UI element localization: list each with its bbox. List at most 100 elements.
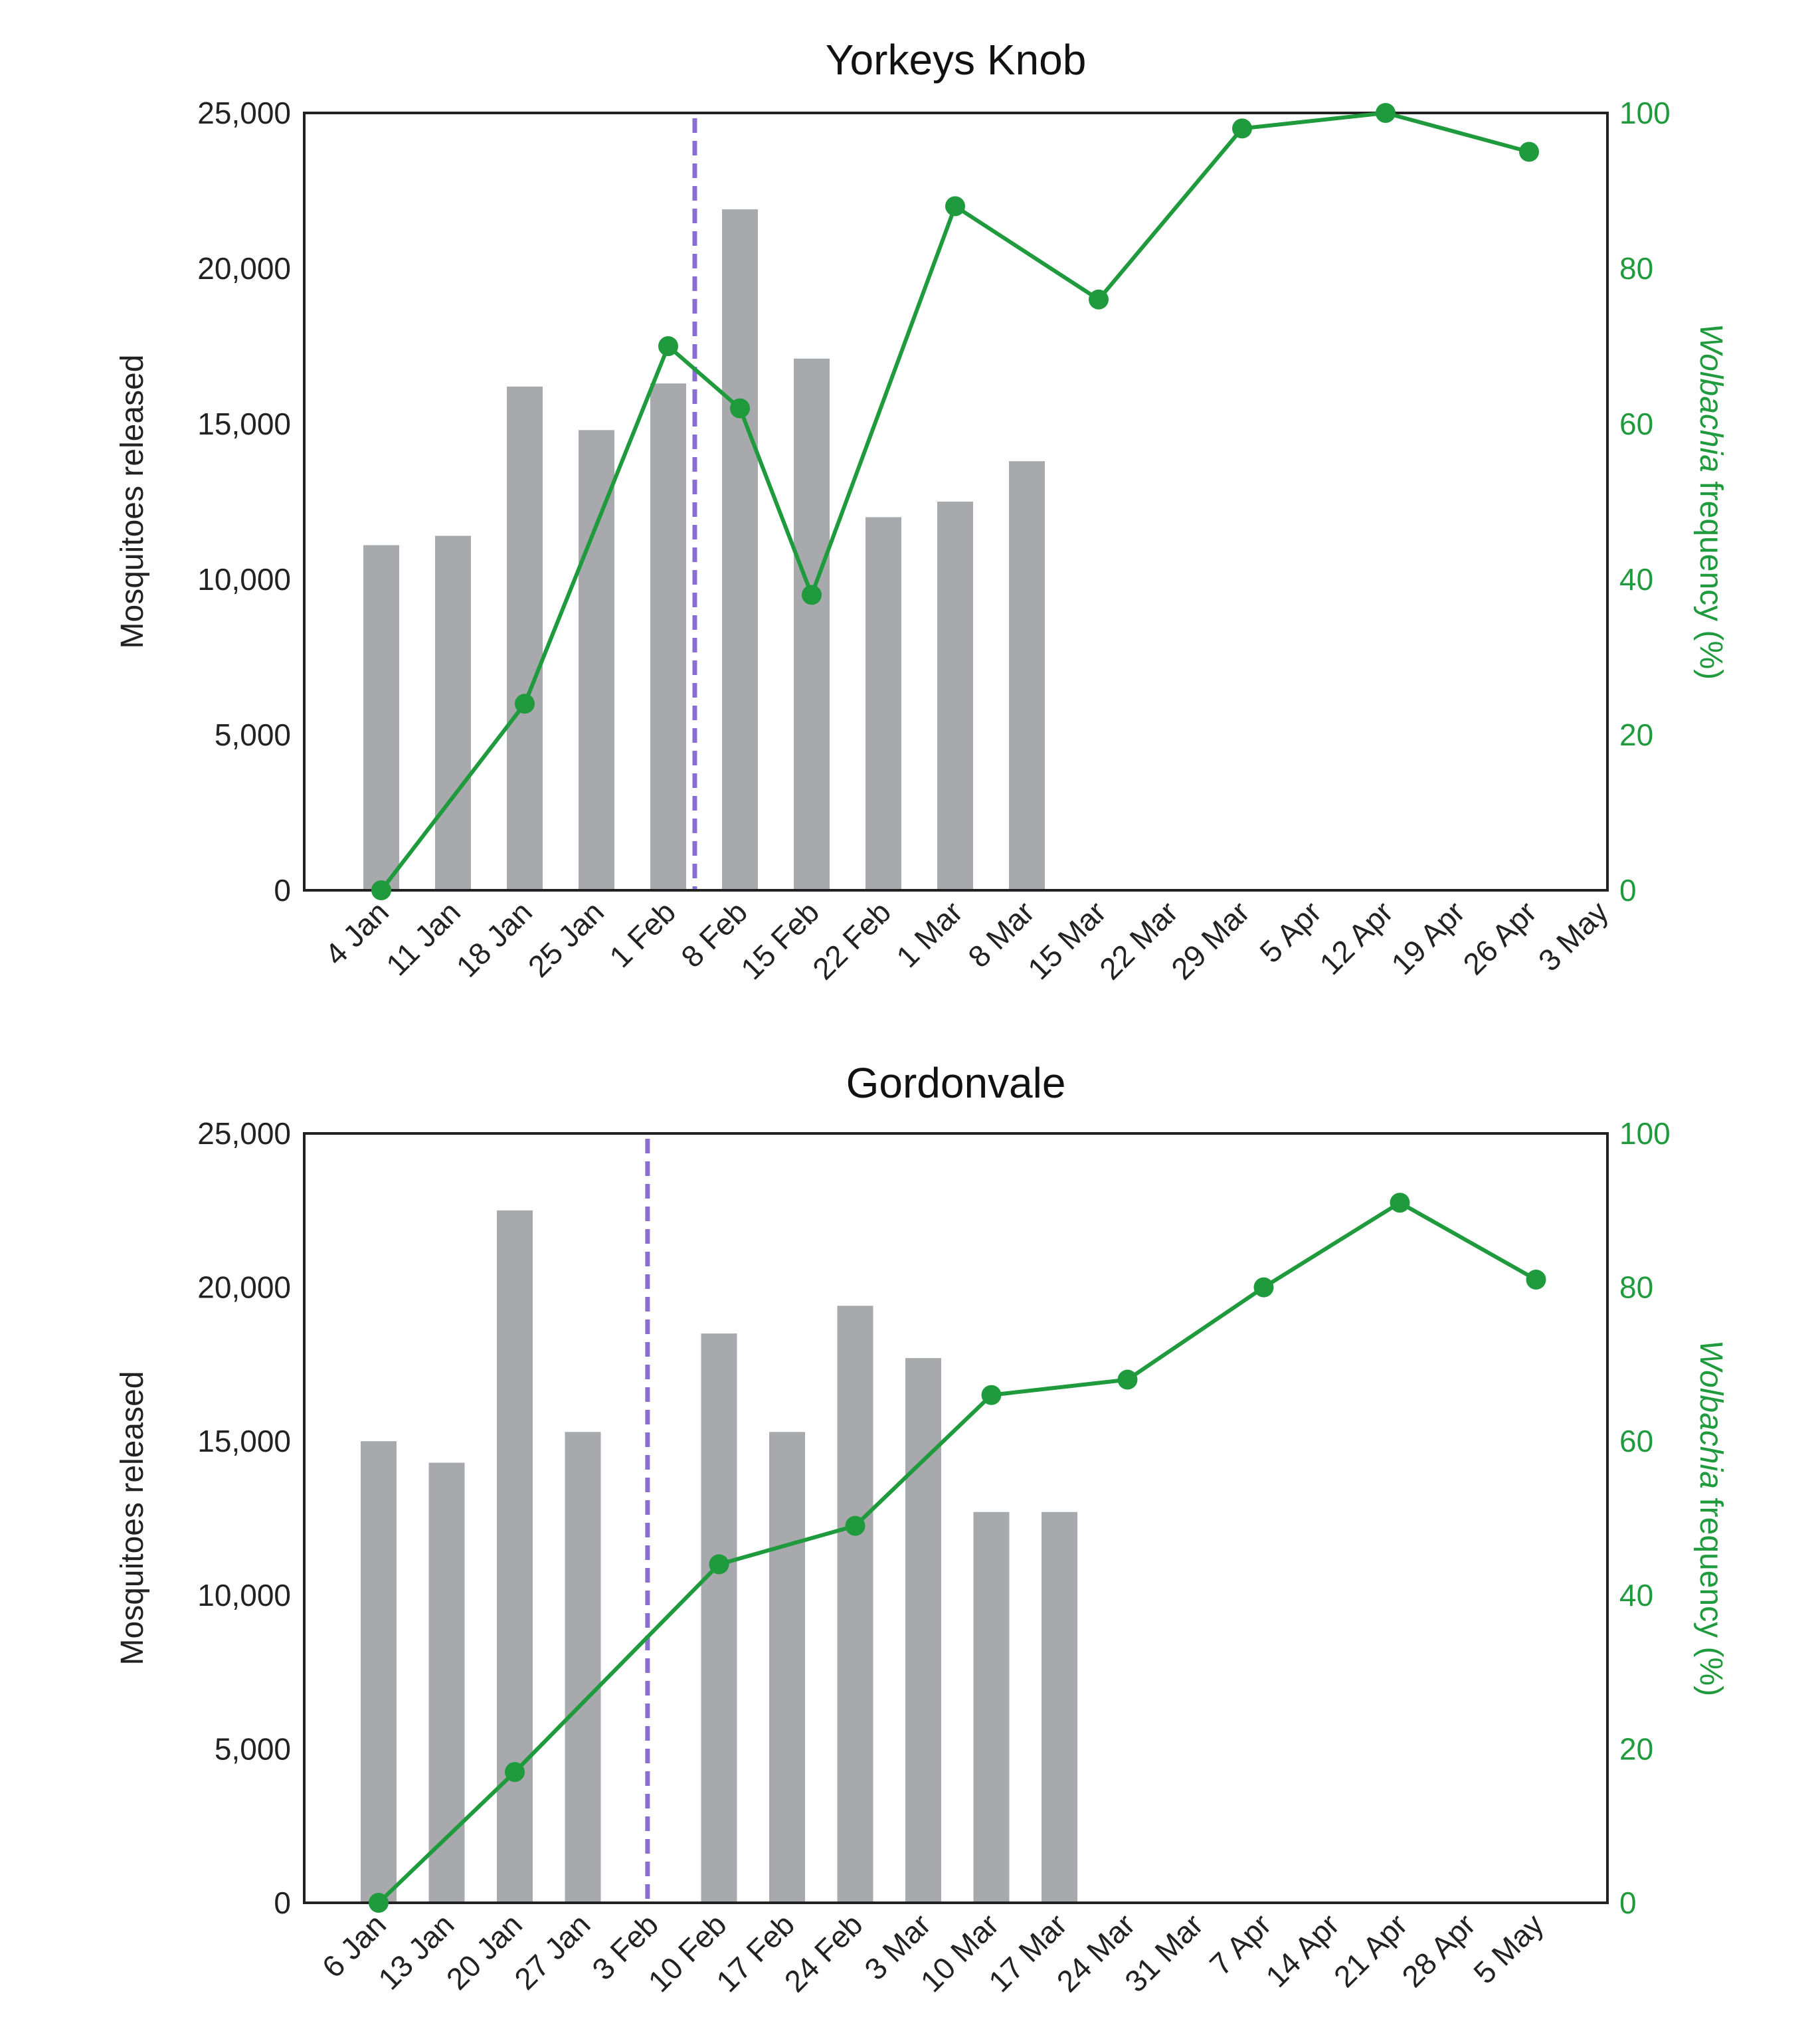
x-tick-label: 15 Feb — [734, 894, 826, 986]
bar-25-jan — [579, 430, 614, 890]
point-29-mar — [1232, 118, 1252, 139]
chart-panel-gordonvale: Gordonvale 0 5,000 10,000 15,000 20,000 25,000… — [115, 1059, 1728, 1998]
wolbachia-frequency-line — [379, 110, 1530, 892]
x-tick-label: 14 Apr — [1259, 1907, 1346, 1994]
bar-27-jan — [565, 1432, 601, 1903]
chart-title: Yorkeys Knob — [826, 36, 1087, 84]
y2-tick-label: 60 — [1619, 407, 1653, 441]
y-tick-label: 10,000 — [197, 1578, 291, 1612]
y-tick-label: 10,000 — [197, 562, 291, 597]
point-1-mar — [945, 196, 965, 217]
bar-1-mar — [937, 502, 973, 890]
y2-tick-label: 80 — [1619, 251, 1653, 286]
point-1-feb — [658, 336, 678, 356]
y2-tick-label: 80 — [1619, 1270, 1653, 1305]
x-tick-label: 5 May — [1467, 1907, 1550, 1990]
y2-axis-label-italic: Wolbachia — [1693, 324, 1728, 472]
x-tick-label: 22 Mar — [1093, 894, 1184, 986]
bar-17-feb — [769, 1432, 805, 1903]
y-tick-label: 25,000 — [197, 96, 291, 130]
point-12-apr — [1376, 103, 1396, 123]
bar-8-mar — [1009, 461, 1045, 890]
point-8-feb — [730, 398, 750, 419]
y2-axis-label: Wolbachia frequency (%) — [1693, 324, 1728, 680]
bar-15-feb — [794, 358, 830, 890]
x-tick-label: 22 Feb — [806, 894, 897, 986]
bar-20-jan — [497, 1210, 533, 1903]
bar-3-mar — [905, 1358, 941, 1903]
bar-24-feb — [837, 1306, 873, 1903]
y-tick-label: 20,000 — [197, 251, 291, 286]
y2-tick-label: 100 — [1619, 1116, 1671, 1151]
y-axis-label: Mosquitoes released — [115, 355, 150, 649]
point-4-jan — [371, 880, 391, 900]
y2-tick-label: 100 — [1619, 96, 1671, 130]
point-5-may — [1526, 1270, 1546, 1290]
x-tick-label: 21 Apr — [1327, 1907, 1414, 1994]
point-15-mar — [1089, 289, 1109, 310]
point-10-feb — [709, 1554, 729, 1575]
bar-10-feb — [701, 1333, 737, 1903]
x-tick-label: 15 Mar — [1021, 894, 1113, 986]
bar-22-feb — [865, 517, 901, 890]
x-tick-label: 27 Jan — [507, 1907, 596, 1996]
point-7-apr — [1253, 1277, 1274, 1298]
x-tick-label: 19 Apr — [1384, 894, 1471, 981]
y2-tick-label: 0 — [1619, 1886, 1637, 1920]
x-tick-label: 24 Feb — [778, 1907, 869, 1998]
y2-axis-label-italic: Wolbachia — [1693, 1340, 1728, 1489]
chart-title: Gordonvale — [846, 1059, 1066, 1107]
y2-tick-label: 40 — [1619, 562, 1653, 597]
bar-8-feb — [722, 209, 758, 891]
bar-17-mar — [1042, 1511, 1077, 1903]
x-tick-label: 28 Apr — [1395, 1907, 1482, 1994]
x-tick-label: 3 May — [1532, 894, 1615, 977]
point-26-apr — [1519, 142, 1539, 162]
y2-axis-label: Wolbachia frequency (%) — [1693, 1340, 1728, 1696]
bar-4-jan — [363, 545, 399, 890]
bar-6-jan — [361, 1441, 397, 1903]
x-tick-label: 26 Apr — [1456, 894, 1543, 981]
bar-18-jan — [507, 386, 543, 890]
y-tick-label: 5,000 — [215, 1731, 291, 1766]
point-15-feb — [802, 585, 822, 605]
y2-tick-label: 20 — [1619, 1731, 1653, 1766]
plot-frame — [303, 112, 1609, 892]
y2-axis-label-rest: frequency (%) — [1693, 472, 1728, 680]
point-24-feb — [845, 1515, 865, 1536]
y2-tick-label: 0 — [1619, 873, 1637, 908]
x-tick-label: 29 Mar — [1164, 894, 1256, 986]
bar-11-jan — [435, 535, 471, 890]
y-axis-label: Mosquitoes released — [115, 1371, 150, 1666]
y-tick-label: 15,000 — [197, 407, 291, 441]
y2-tick-label: 60 — [1619, 1424, 1653, 1458]
point-24-mar — [1117, 1369, 1138, 1390]
y-tick-label: 0 — [274, 1886, 291, 1920]
y-tick-label: 5,000 — [215, 718, 291, 752]
y-tick-label: 25,000 — [197, 1116, 291, 1151]
y-tick-label: 0 — [274, 873, 291, 908]
y2-axis-label-rest: frequency (%) — [1693, 1489, 1728, 1696]
bar-13-jan — [428, 1462, 465, 1903]
x-tick-label: 1 Feb — [602, 894, 682, 974]
plot-frame — [303, 1132, 1609, 1904]
y-tick-label: 15,000 — [197, 1424, 291, 1458]
y-tick-label: 20,000 — [197, 1270, 291, 1305]
wolbachia-frequency-line — [377, 1200, 1537, 1905]
x-tick-label: 31 Mar — [1118, 1907, 1210, 1998]
bar-1-feb — [650, 383, 686, 890]
point-10-mar — [981, 1385, 1002, 1405]
x-tick-label: 13 Jan — [371, 1907, 460, 1996]
x-tick-label: 25 Jan — [521, 894, 610, 983]
point-6-jan — [369, 1893, 389, 1913]
point-21-apr — [1390, 1193, 1410, 1213]
point-18-jan — [515, 694, 535, 714]
bar-10-mar — [973, 1511, 1010, 1903]
point-20-jan — [505, 1762, 525, 1783]
x-tick-label: 12 Apr — [1313, 894, 1400, 981]
y2-tick-label: 20 — [1619, 718, 1653, 752]
chart-panel-yorkeys-knob: Yorkeys Knob 0 5,000 10,000 15,000 20,000 25,0… — [115, 36, 1728, 986]
x-tick-label: 18 Jan — [450, 894, 539, 983]
x-tick-label: 1 Mar — [889, 894, 969, 974]
